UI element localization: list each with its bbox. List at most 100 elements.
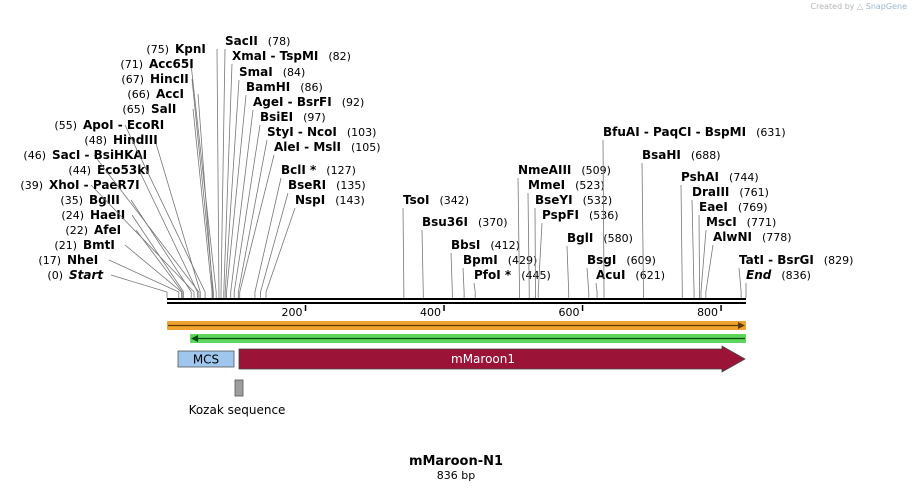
restriction-site[interactable]: BseYI (532) [534, 193, 612, 298]
site-position: (35) [60, 194, 83, 207]
restriction-site[interactable]: DraIII (761) [691, 185, 769, 298]
site-name: SacII [225, 34, 258, 48]
restriction-site[interactable]: XmaI - TspMI (82) [223, 49, 351, 298]
restriction-site[interactable]: BamHI (86) [226, 80, 323, 298]
restriction-site[interactable]: SmaI (84) [224, 65, 305, 298]
restriction-site[interactable]: MmeI (523) [527, 178, 605, 298]
site-position: (580) [603, 232, 633, 245]
site-position: (509) [581, 164, 611, 177]
restriction-site[interactable]: (46) SacI - BsiHKAI [23, 148, 200, 298]
site-position: (48) [84, 134, 107, 147]
restriction-site[interactable]: Bsu36I (370) [421, 215, 508, 298]
restriction-site[interactable]: (39) XhoI - PaeR7I [20, 178, 195, 298]
site-name: PfoI * [474, 268, 512, 282]
restriction-site[interactable]: (67) HincII [121, 72, 214, 298]
restriction-sites: (0) Start(17) NheI(21) BmtI(22) AfeI(24) HaeI… [20, 34, 853, 298]
site-position: (342) [439, 194, 469, 207]
site-name: MscI [706, 215, 737, 229]
site-leader-line [131, 214, 185, 298]
site-position: (22) [65, 224, 88, 237]
restriction-site[interactable]: (35) BglII [60, 193, 192, 298]
site-name: ApoI - EcoRI [83, 118, 164, 132]
restriction-site[interactable]: BsiEI (97) [233, 110, 326, 298]
site-leader-line [230, 109, 254, 298]
restriction-site[interactable]: NspI (143) [265, 193, 365, 298]
site-name: PspFI [542, 208, 579, 222]
site-name: AgeI - BsrFI [253, 95, 332, 109]
restriction-site[interactable]: MscI (771) [700, 215, 776, 298]
site-position: (103) [347, 126, 377, 139]
restriction-site[interactable]: StyI - NcoI (103) [237, 125, 377, 298]
restriction-site[interactable]: (21) BmtI [54, 238, 182, 298]
restriction-site[interactable]: BseRI (135) [260, 178, 366, 298]
snapgene-logo-icon: △ [857, 2, 864, 11]
site-name: AfeI [94, 223, 121, 237]
site-leader-line [108, 259, 180, 298]
restriction-site[interactable]: (71) Acc65I [120, 57, 217, 298]
site-position: (688) [691, 149, 721, 162]
restriction-site[interactable]: AgeI - BsrFI (92) [230, 95, 365, 298]
site-name: TsoI [403, 193, 429, 207]
axis-tick-label: 600 [559, 306, 580, 319]
restriction-site[interactable]: BfuAI - PaqCI - BspMI (631) [602, 125, 786, 298]
site-leader-line [738, 267, 742, 298]
site-leader-line [191, 78, 214, 298]
site-name: NspI [295, 193, 325, 207]
restriction-site[interactable]: (75) KpnI [146, 42, 220, 298]
restriction-site[interactable]: TatI - BsrGI (829) [738, 253, 853, 298]
site-name: SalI [151, 102, 176, 116]
site-position: (127) [326, 164, 356, 177]
site-leader-line [154, 139, 201, 298]
axis-tick-label: 800 [697, 306, 718, 319]
site-position: (621) [635, 269, 665, 282]
restriction-site[interactable]: SacII (78) [220, 34, 290, 298]
restriction-site[interactable]: (22) AfeI [65, 223, 183, 298]
restriction-site[interactable]: TsoI (342) [402, 193, 469, 298]
site-leader-line [517, 177, 520, 298]
site-leader-line [220, 48, 226, 298]
restriction-site[interactable]: (48) HindIII [84, 133, 201, 298]
site-name: BseRI [288, 178, 326, 192]
restriction-site[interactable]: BpmI (429) [462, 253, 537, 298]
restriction-site[interactable]: (17) NheI [38, 253, 180, 298]
site-position: (46) [23, 149, 46, 162]
site-position: (39) [20, 179, 43, 192]
axis-tick-label: 400 [420, 306, 441, 319]
site-leader-line [135, 229, 183, 298]
restriction-site[interactable]: (44) Eco53kI [68, 163, 198, 298]
site-leader-line [595, 282, 598, 298]
restriction-site[interactable]: BsaHI (688) [641, 148, 721, 298]
site-name: BclI * [281, 163, 317, 177]
site-position: (412) [490, 239, 520, 252]
restriction-site[interactable]: End (836) [745, 268, 811, 298]
restriction-site[interactable]: BsgI (609) [586, 253, 656, 298]
mcs-feature[interactable] [177, 350, 235, 368]
site-name: KpnI [175, 42, 206, 56]
mmaroon1-feature[interactable] [238, 345, 746, 373]
site-leader-line [700, 229, 707, 298]
mmaroon1-label: mMaroon1 [451, 352, 515, 366]
sequence-title: mMaroon-N1 [409, 454, 503, 469]
kozak-feature[interactable] [234, 379, 244, 397]
site-position: (21) [54, 239, 77, 252]
site-name: NheI [67, 253, 98, 267]
restriction-site[interactable]: BclI * (127) [254, 163, 356, 298]
site-leader-line [224, 79, 240, 298]
restriction-site[interactable]: BbsI (412) [450, 238, 520, 298]
site-position: (609) [626, 254, 656, 267]
restriction-site[interactable]: AcuI (621) [595, 268, 665, 298]
restriction-site[interactable]: (65) SalI [122, 102, 213, 298]
restriction-site[interactable]: AlwNI (778) [705, 230, 792, 298]
restriction-site[interactable]: BglI (580) [566, 231, 633, 298]
site-position: (86) [300, 81, 323, 94]
sequence-length: 836 bp [437, 469, 475, 482]
restriction-site[interactable]: PshAI (744) [680, 170, 759, 298]
restriction-site[interactable]: AleI - MslI (105) [239, 140, 381, 298]
restriction-site[interactable]: EaeI (769) [698, 200, 768, 298]
restriction-site[interactable]: (0) Start [47, 268, 168, 298]
restriction-site[interactable]: (55) ApoI - EcoRI [54, 118, 206, 298]
site-name: BpmI [463, 253, 498, 267]
restriction-site[interactable]: (66) AccI [127, 87, 214, 298]
site-position: (55) [54, 119, 77, 132]
site-name: TatI - BsrGI [739, 253, 814, 267]
